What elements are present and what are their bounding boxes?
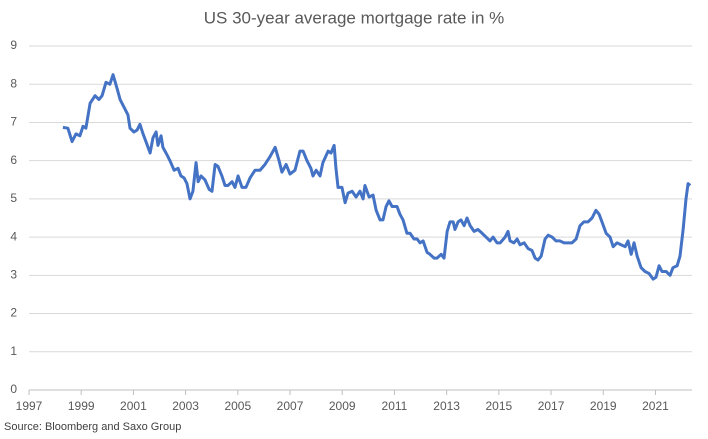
x-tick-label: 1997 [16, 399, 43, 413]
chart-title: US 30-year average mortgage rate in % [204, 8, 505, 27]
source-note: Source: Bloomberg and Saxo Group [4, 421, 181, 433]
y-tick-label: 5 [10, 191, 17, 205]
x-tick-label: 2019 [590, 399, 617, 413]
x-tick-label: 2015 [485, 399, 512, 413]
x-tick-label: 2007 [277, 399, 304, 413]
x-tick-label: 2011 [382, 399, 408, 413]
x-tick-label: 2003 [172, 399, 199, 413]
y-tick-label: 8 [10, 76, 17, 90]
x-tick-label: 2001 [120, 399, 147, 413]
y-tick-label: 9 [10, 38, 17, 52]
y-tick-label: 6 [10, 153, 17, 167]
y-tick-label: 0 [10, 382, 17, 396]
data-line [62, 73, 692, 281]
x-tick-label: 1999 [68, 399, 95, 413]
y-tick-label: 7 [10, 115, 17, 129]
x-tick-label: 2009 [329, 399, 356, 413]
y-tick-label: 2 [10, 306, 17, 320]
y-tick-label: 4 [10, 229, 17, 243]
x-tick-label: 2021 [642, 399, 669, 413]
y-tick-label: 3 [10, 268, 17, 282]
y-tick-label: 1 [10, 344, 17, 358]
x-tick-label: 2017 [538, 399, 565, 413]
x-tick-label: 2013 [433, 399, 460, 413]
x-tick-label: 2005 [224, 399, 251, 413]
